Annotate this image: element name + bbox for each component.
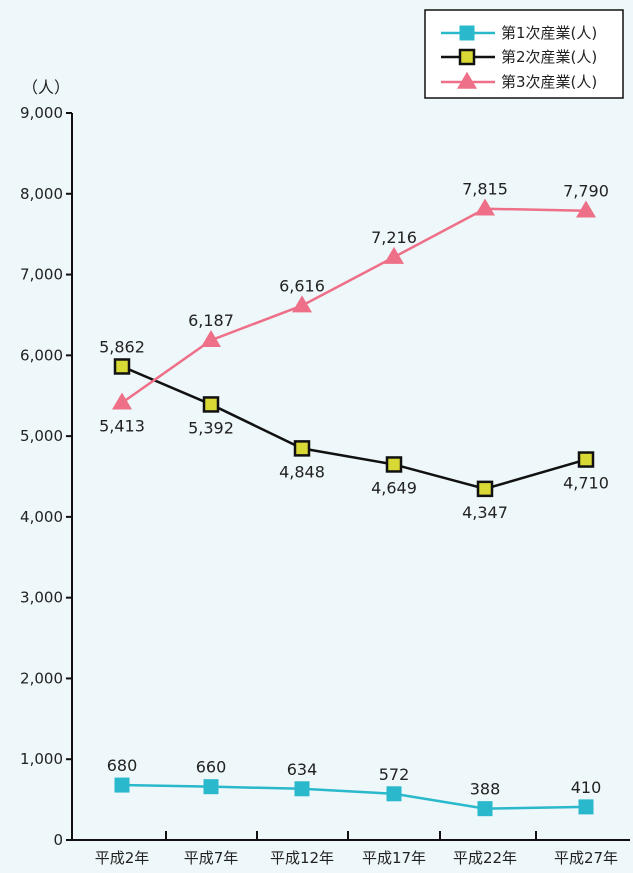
series-1-data-label: 660 xyxy=(196,758,227,777)
x-tick-label: 平成17年 xyxy=(362,849,426,867)
legend-marker xyxy=(459,25,475,41)
series-3-point xyxy=(112,392,132,410)
legend-label: 第2次産業(人) xyxy=(501,48,597,66)
legend-marker xyxy=(457,71,477,89)
series-2-point xyxy=(385,456,403,473)
legend-box xyxy=(424,9,624,99)
legend-label: 第3次産業(人) xyxy=(501,73,597,91)
series-1-data-label: 634 xyxy=(287,760,318,779)
series-2-point xyxy=(113,358,131,375)
series-3-point xyxy=(201,330,221,348)
y-axis-unit-label: （人） xyxy=(22,78,70,97)
series-2-data-label: 4,649 xyxy=(371,478,417,497)
series-3-data-label: 7,815 xyxy=(462,180,508,199)
series-line-3 xyxy=(121,207,587,404)
series-2-point xyxy=(202,396,220,413)
series-line-1 xyxy=(121,783,587,810)
y-tick-label: 0 xyxy=(53,831,63,849)
legend-marker xyxy=(458,48,476,66)
y-tick-label: 7,000 xyxy=(20,266,63,284)
y-tick-label: 8,000 xyxy=(20,185,63,203)
series-2-data-label: 4,710 xyxy=(563,474,609,493)
series-1-point xyxy=(203,779,219,795)
series-1-data-label: 388 xyxy=(470,780,501,799)
series-3-data-label: 7,790 xyxy=(563,182,609,201)
y-tick-label: 4,000 xyxy=(20,508,63,526)
y-tick-label: 9,000 xyxy=(20,104,63,122)
x-tick-label: 平成12年 xyxy=(270,849,334,867)
series-2-point xyxy=(476,480,494,498)
series-2-point xyxy=(577,451,595,468)
series-3-point xyxy=(292,295,312,313)
x-tick-label: 平成2年 xyxy=(95,849,150,867)
series-2-data-label: 4,848 xyxy=(279,462,325,481)
series-1-data-label: 680 xyxy=(107,756,138,775)
y-tick-label: 2,000 xyxy=(20,669,63,687)
legend-label: 第1次産業(人) xyxy=(501,24,597,42)
y-tick-label: 6,000 xyxy=(20,346,63,364)
x-tick-label: 平成7年 xyxy=(184,849,239,867)
series-3-point xyxy=(384,246,404,264)
series-1-point xyxy=(114,777,130,793)
series-2-point xyxy=(293,440,311,457)
series-3-point xyxy=(475,198,495,216)
series-3-data-label: 6,616 xyxy=(279,277,325,296)
series-3-data-label: 6,187 xyxy=(188,311,234,330)
series-2-data-label: 5,862 xyxy=(99,337,145,356)
series-3-data-label: 7,216 xyxy=(371,228,417,247)
series-line-2 xyxy=(121,365,587,491)
series-1-point xyxy=(294,781,310,797)
series-3-point xyxy=(576,200,596,218)
series-1-data-label: 410 xyxy=(571,778,602,797)
series-1-data-label: 572 xyxy=(379,765,410,784)
series-1-point xyxy=(578,799,594,815)
y-tick-label: 1,000 xyxy=(20,750,63,768)
x-tick-label: 平成22年 xyxy=(453,849,517,867)
series-3-data-label: 5,413 xyxy=(99,417,145,436)
series-2-data-label: 5,392 xyxy=(188,418,234,437)
y-tick-label: 5,000 xyxy=(20,427,63,445)
y-tick-label: 3,000 xyxy=(20,589,63,607)
series-2-data-label: 4,347 xyxy=(462,503,508,522)
x-tick-label: 平成27年 xyxy=(554,849,618,867)
series-1-point xyxy=(386,786,402,802)
series-1-point xyxy=(477,801,493,817)
